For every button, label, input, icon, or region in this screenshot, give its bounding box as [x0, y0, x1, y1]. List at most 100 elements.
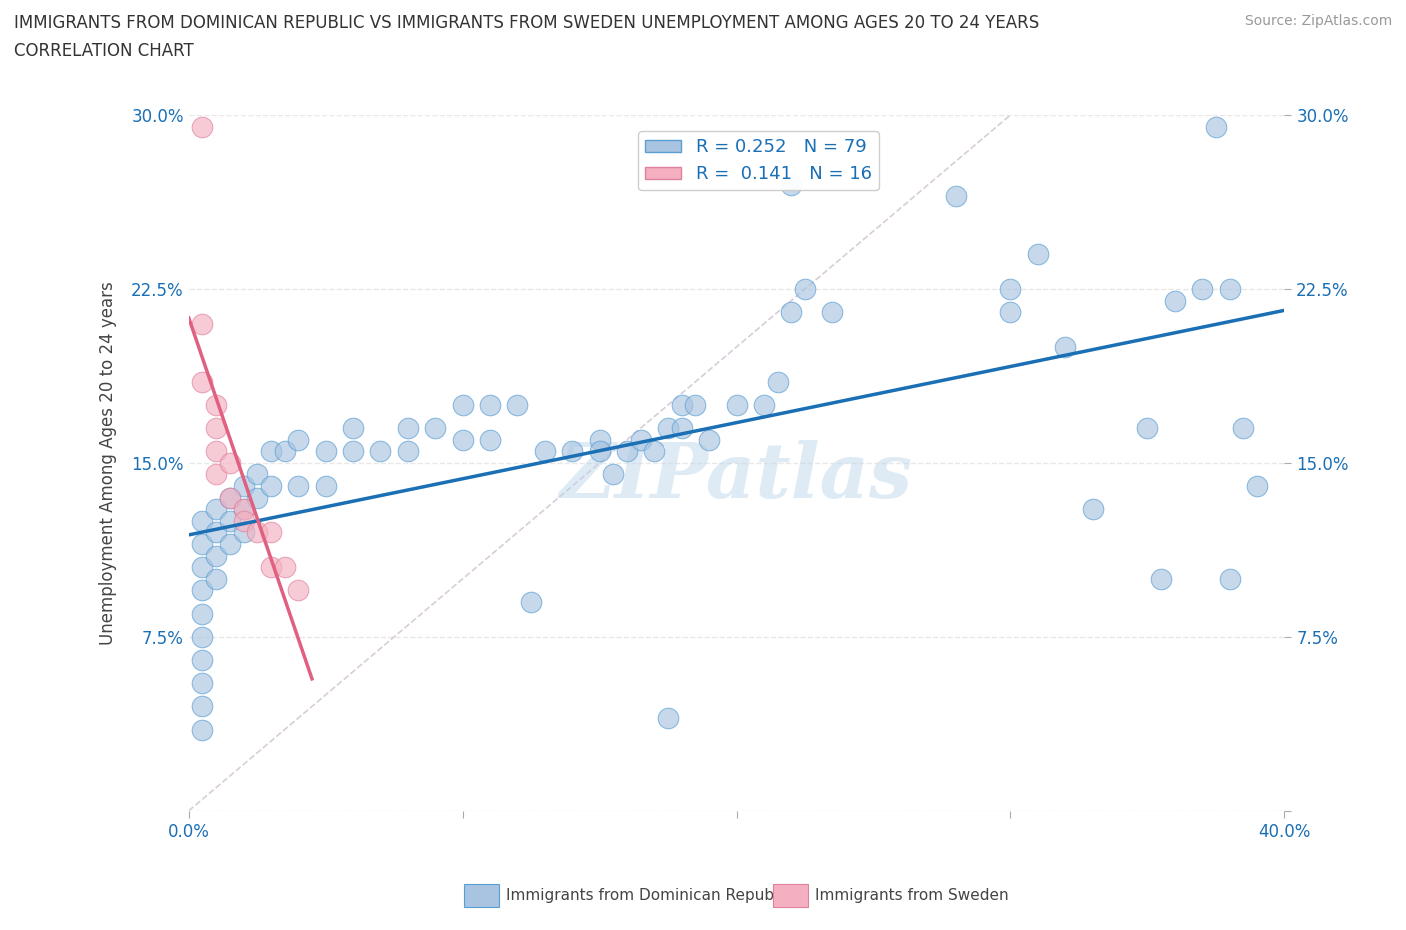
- Point: [191, 560, 214, 575]
- Point: [766, 374, 789, 389]
- Point: [630, 432, 652, 447]
- Point: [671, 397, 693, 412]
- Point: [232, 513, 254, 528]
- Point: [205, 548, 228, 563]
- Point: [218, 456, 240, 471]
- Point: [1136, 420, 1159, 435]
- Point: [218, 513, 240, 528]
- Point: [315, 444, 337, 458]
- Point: [205, 467, 228, 482]
- Point: [287, 583, 309, 598]
- Point: [752, 397, 775, 412]
- Point: [657, 711, 679, 725]
- Point: [246, 490, 269, 505]
- Point: [205, 502, 228, 517]
- Point: [260, 479, 283, 494]
- Point: [260, 444, 283, 458]
- Point: [780, 305, 803, 320]
- Point: [643, 444, 665, 458]
- Point: [396, 444, 419, 458]
- Point: [1219, 282, 1241, 297]
- Point: [191, 119, 214, 134]
- Point: [1000, 282, 1022, 297]
- Point: [205, 571, 228, 586]
- Point: [1026, 246, 1049, 261]
- Point: [232, 502, 254, 517]
- Point: [191, 653, 214, 668]
- Point: [191, 606, 214, 621]
- Point: [1054, 339, 1077, 354]
- Text: Immigrants from Sweden: Immigrants from Sweden: [815, 887, 1010, 903]
- Point: [657, 420, 679, 435]
- Point: [1164, 293, 1187, 308]
- Point: [588, 444, 610, 458]
- Point: [685, 397, 707, 412]
- Point: [191, 583, 214, 598]
- Point: [191, 699, 214, 714]
- Point: [1000, 305, 1022, 320]
- Point: [479, 397, 502, 412]
- Point: [821, 305, 844, 320]
- Point: [205, 397, 228, 412]
- Point: [561, 444, 583, 458]
- Point: [1219, 571, 1241, 586]
- Point: [232, 525, 254, 540]
- Point: [205, 525, 228, 540]
- Text: Immigrants from Dominican Republic: Immigrants from Dominican Republic: [506, 887, 792, 903]
- Point: [191, 537, 214, 551]
- Point: [945, 189, 967, 204]
- Point: [451, 397, 474, 412]
- Point: [588, 432, 610, 447]
- Point: [218, 490, 240, 505]
- Point: [191, 676, 214, 691]
- Point: [506, 397, 529, 412]
- Point: [1246, 479, 1268, 494]
- Point: [671, 420, 693, 435]
- Point: [697, 432, 720, 447]
- Point: [246, 467, 269, 482]
- Point: [1191, 282, 1213, 297]
- Point: [342, 420, 364, 435]
- Point: [616, 444, 638, 458]
- Text: ZIPatlas: ZIPatlas: [560, 440, 912, 513]
- Point: [260, 560, 283, 575]
- Point: [191, 723, 214, 737]
- Point: [218, 490, 240, 505]
- Y-axis label: Unemployment Among Ages 20 to 24 years: Unemployment Among Ages 20 to 24 years: [100, 281, 117, 644]
- Point: [287, 479, 309, 494]
- Point: [191, 374, 214, 389]
- Text: Source: ZipAtlas.com: Source: ZipAtlas.com: [1244, 14, 1392, 28]
- Point: [191, 316, 214, 331]
- Point: [260, 525, 283, 540]
- Point: [370, 444, 392, 458]
- Point: [1150, 571, 1173, 586]
- Point: [218, 537, 240, 551]
- Point: [533, 444, 555, 458]
- Point: [232, 479, 254, 494]
- Point: [794, 282, 817, 297]
- Point: [520, 594, 543, 609]
- Point: [342, 444, 364, 458]
- Point: [1232, 420, 1254, 435]
- Point: [602, 467, 624, 482]
- Legend: R = 0.252   N = 79, R =  0.141   N = 16: R = 0.252 N = 79, R = 0.141 N = 16: [638, 131, 879, 191]
- Point: [273, 444, 295, 458]
- Point: [1205, 119, 1227, 134]
- Text: CORRELATION CHART: CORRELATION CHART: [14, 42, 194, 60]
- Point: [273, 560, 295, 575]
- Text: IMMIGRANTS FROM DOMINICAN REPUBLIC VS IMMIGRANTS FROM SWEDEN UNEMPLOYMENT AMONG : IMMIGRANTS FROM DOMINICAN REPUBLIC VS IM…: [14, 14, 1039, 32]
- Point: [425, 420, 447, 435]
- Point: [205, 444, 228, 458]
- Point: [451, 432, 474, 447]
- Point: [287, 432, 309, 447]
- Point: [725, 397, 748, 412]
- Point: [315, 479, 337, 494]
- Point: [246, 525, 269, 540]
- Point: [191, 513, 214, 528]
- Point: [232, 502, 254, 517]
- Point: [780, 177, 803, 192]
- Point: [396, 420, 419, 435]
- Point: [205, 420, 228, 435]
- Point: [479, 432, 502, 447]
- Point: [1081, 502, 1104, 517]
